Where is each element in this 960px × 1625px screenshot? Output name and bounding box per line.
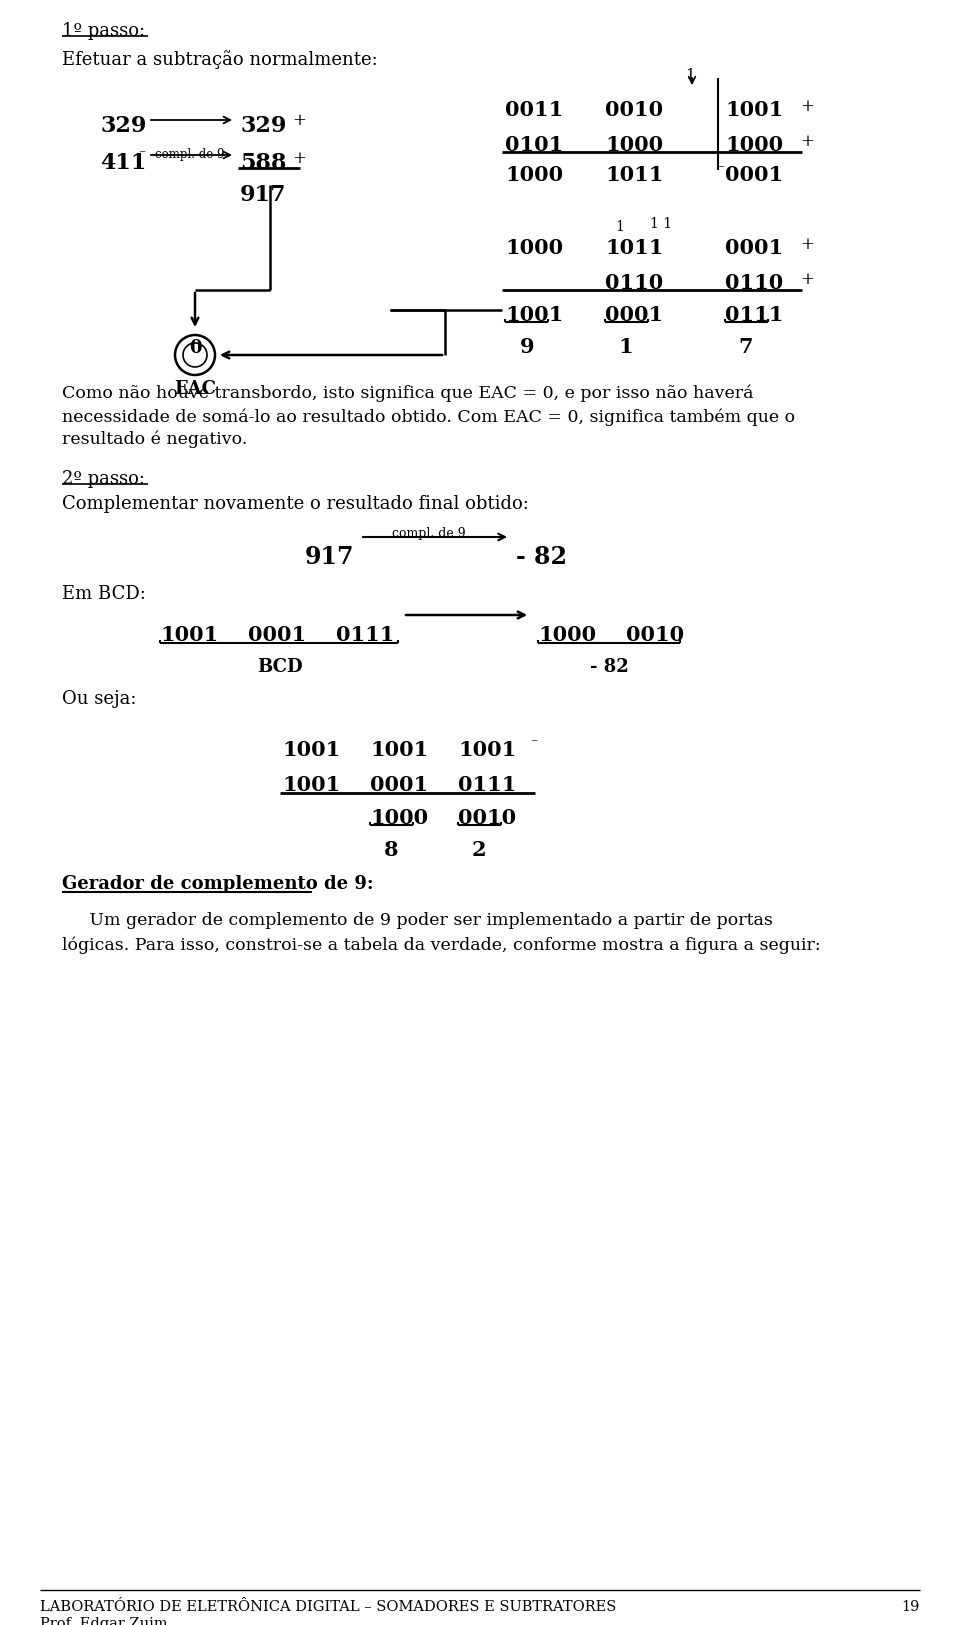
Text: 1001: 1001 — [458, 739, 516, 760]
Text: 0: 0 — [189, 340, 202, 358]
Text: 588: 588 — [240, 153, 286, 174]
Text: 1001: 1001 — [505, 306, 564, 325]
Text: 411: 411 — [100, 153, 146, 174]
Text: 1000: 1000 — [505, 166, 564, 185]
Text: 1: 1 — [685, 68, 695, 81]
Text: Complementar novamente o resultado final obtido:: Complementar novamente o resultado final… — [62, 496, 529, 514]
Text: 0001: 0001 — [725, 237, 783, 258]
Text: 0111: 0111 — [725, 306, 783, 325]
Text: 329: 329 — [100, 115, 146, 136]
Text: 0010: 0010 — [605, 101, 663, 120]
Text: 2: 2 — [471, 840, 487, 860]
Text: Prof. Edgar Zuim: Prof. Edgar Zuim — [40, 1617, 168, 1625]
Text: - 82: - 82 — [516, 544, 567, 569]
Text: 1000: 1000 — [538, 626, 596, 645]
Text: 1000: 1000 — [505, 237, 564, 258]
Text: 1000: 1000 — [725, 135, 783, 154]
Text: 1º passo:: 1º passo: — [62, 23, 145, 41]
Text: Como não houve transbordo, isto significa que EAC = 0, e por isso não haverá: Como não houve transbordo, isto signific… — [62, 385, 754, 403]
Text: 917: 917 — [240, 184, 286, 206]
Text: +: + — [292, 150, 306, 167]
Text: 0110: 0110 — [605, 273, 663, 292]
Text: 1011: 1011 — [605, 237, 663, 258]
Text: 1 1: 1 1 — [650, 218, 672, 231]
Text: 0001: 0001 — [605, 306, 663, 325]
Text: 1001: 1001 — [725, 101, 783, 120]
Text: compl. de 9: compl. de 9 — [155, 148, 225, 161]
Text: 917: 917 — [305, 544, 354, 569]
Text: ⁻: ⁻ — [717, 162, 725, 177]
Text: +: + — [800, 271, 814, 288]
Text: 0001: 0001 — [725, 166, 783, 185]
Text: Ou seja:: Ou seja: — [62, 691, 136, 708]
Text: 0101: 0101 — [505, 135, 564, 154]
Text: 9: 9 — [519, 336, 535, 358]
Text: 1001: 1001 — [282, 775, 340, 795]
Text: 0010: 0010 — [458, 808, 516, 829]
Text: 0001: 0001 — [370, 775, 428, 795]
Text: +: + — [800, 236, 814, 254]
Text: - 82: - 82 — [589, 658, 629, 676]
Text: 0111: 0111 — [336, 626, 395, 645]
Text: Um gerador de complemento de 9 poder ser implementado a partir de portas: Um gerador de complemento de 9 poder ser… — [62, 912, 773, 930]
Text: lógicas. Para isso, constroi-se a tabela da verdade, conforme mostra a figura a : lógicas. Para isso, constroi-se a tabela… — [62, 938, 821, 954]
Text: ⁻: ⁻ — [138, 148, 145, 162]
Text: 1: 1 — [615, 219, 624, 234]
Text: 1001: 1001 — [370, 739, 428, 760]
Text: necessidade de somá-lo ao resultado obtido. Com EAC = 0, significa também que o: necessidade de somá-lo ao resultado obti… — [62, 408, 795, 426]
Text: 0110: 0110 — [725, 273, 783, 292]
Text: 8: 8 — [384, 840, 398, 860]
Text: compl. de 9: compl. de 9 — [392, 526, 466, 540]
Text: LABORATÓRIO DE ELETRÔNICA DIGITAL – SOMADORES E SUBTRATORES: LABORATÓRIO DE ELETRÔNICA DIGITAL – SOMA… — [40, 1601, 616, 1614]
Text: 0010: 0010 — [626, 626, 684, 645]
Text: 2º passo:: 2º passo: — [62, 470, 145, 487]
Text: BCD: BCD — [257, 658, 302, 676]
Text: 1011: 1011 — [605, 166, 663, 185]
Text: 0111: 0111 — [458, 775, 516, 795]
Text: 19: 19 — [901, 1601, 920, 1614]
Text: EAC: EAC — [174, 380, 216, 398]
Text: 0011: 0011 — [505, 101, 564, 120]
Text: 1: 1 — [618, 336, 634, 358]
Text: Gerador de complemento de 9:: Gerador de complemento de 9: — [62, 874, 373, 894]
Text: 1001: 1001 — [160, 626, 218, 645]
Text: Em BCD:: Em BCD: — [62, 585, 146, 603]
Text: +: + — [800, 98, 814, 115]
Text: 1000: 1000 — [605, 135, 663, 154]
Text: 0001: 0001 — [248, 626, 306, 645]
Text: 329: 329 — [240, 115, 286, 136]
Text: Efetuar a subtração normalmente:: Efetuar a subtração normalmente: — [62, 50, 377, 68]
Text: 1000: 1000 — [370, 808, 428, 829]
Text: ⁻: ⁻ — [530, 738, 538, 751]
Text: 1001: 1001 — [282, 739, 340, 760]
Text: resultado é negativo.: resultado é negativo. — [62, 431, 248, 448]
Text: +: + — [292, 112, 306, 128]
Text: 7: 7 — [739, 336, 754, 358]
Text: +: + — [800, 133, 814, 150]
